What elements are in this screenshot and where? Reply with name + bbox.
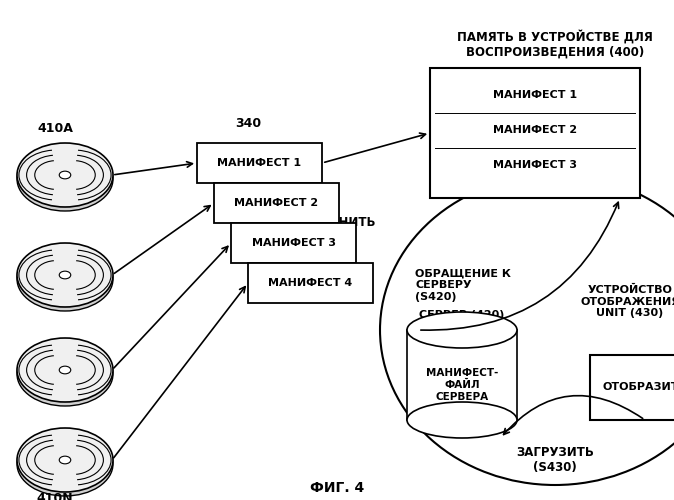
Ellipse shape [17,432,113,496]
Bar [407,330,517,420]
Text: 340: 340 [235,117,261,130]
Ellipse shape [17,243,113,307]
Text: МАНИФЕСТ-
ФАЙЛ
СЕРВЕРА: МАНИФЕСТ- ФАЙЛ СЕРВЕРА [426,368,498,402]
Text: ФИГ. 4: ФИГ. 4 [310,481,364,495]
Ellipse shape [17,143,113,207]
Text: МАНИФЕСТ 1: МАНИФЕСТ 1 [218,158,301,168]
Ellipse shape [407,312,517,348]
Text: МАНИФЕСТ 2: МАНИФЕСТ 2 [235,198,319,208]
Ellipse shape [17,247,113,311]
Text: ОТОБРАЗИТЬ: ОТОБРАЗИТЬ [603,382,674,392]
Ellipse shape [17,338,113,402]
Ellipse shape [59,171,71,179]
Text: МАНИФЕСТ 3: МАНИФЕСТ 3 [251,238,336,248]
Bar [231,223,356,263]
Text: УСТРОЙСТВО
ОТОБРАЖЕНИЯ
UNIT (430): УСТРОЙСТВО ОТОБРАЖЕНИЯ UNIT (430) [580,285,674,318]
Bar [590,355,674,420]
Ellipse shape [59,456,71,464]
Text: МАНИФЕСТ 1: МАНИФЕСТ 1 [493,90,577,100]
Text: СЕРВЕР (420): СЕРВЕР (420) [419,310,505,320]
Text: ОБРАЩЕНИЕ К
СЕРВЕРУ
(S420): ОБРАЩЕНИЕ К СЕРВЕРУ (S420) [415,268,511,302]
Text: ЗАГРУЗИТЬ
(S430): ЗАГРУЗИТЬ (S430) [516,446,594,474]
Text: МАНИФЕСТ 2: МАНИФЕСТ 2 [493,125,577,135]
Text: МАНИФЕСТ 4: МАНИФЕСТ 4 [268,278,353,288]
Text: ПАМЯТЬ В УСТРОЙСТВЕ ДЛЯ
ВОСПРОИЗВЕДЕНИЯ (400): ПАМЯТЬ В УСТРОЙСТВЕ ДЛЯ ВОСПРОИЗВЕДЕНИЯ … [457,30,653,59]
Text: СОХРАНИТЬ
(S410): СОХРАНИТЬ (S410) [294,216,376,244]
Text: 410A: 410A [37,122,73,134]
Ellipse shape [17,147,113,211]
Bar [430,68,640,198]
Ellipse shape [407,402,517,438]
Ellipse shape [17,342,113,406]
Text: 410N: 410N [36,492,73,500]
Bar [197,143,322,183]
Ellipse shape [59,366,71,374]
Text: МАНИФЕСТ 3: МАНИФЕСТ 3 [493,160,577,170]
Ellipse shape [59,271,71,279]
Bar [214,183,339,223]
Bar [248,263,373,303]
Ellipse shape [17,428,113,492]
